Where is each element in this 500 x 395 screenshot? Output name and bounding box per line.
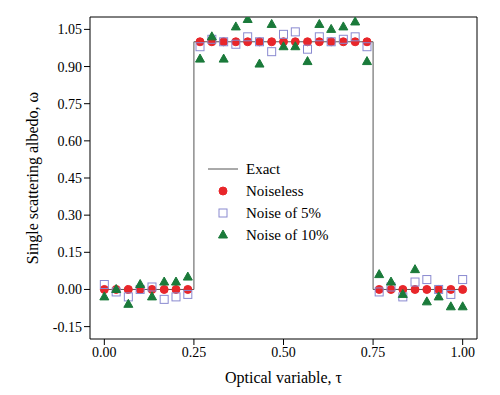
svg-text:Single scattering albedo, ω: Single scattering albedo, ω bbox=[24, 92, 42, 264]
svg-text:0.50: 0.50 bbox=[271, 345, 296, 360]
svg-text:0.45: 0.45 bbox=[58, 171, 83, 186]
svg-text:0.00: 0.00 bbox=[58, 282, 83, 297]
svg-text:0.75: 0.75 bbox=[58, 97, 83, 112]
html-text:Noise of 5%: Noise of 5% bbox=[246, 204, 321, 221]
svg-text:0.25: 0.25 bbox=[182, 345, 207, 360]
svg-text:0.15: 0.15 bbox=[58, 245, 83, 260]
svg-text:0.60: 0.60 bbox=[58, 134, 83, 149]
svg-text:0.00: 0.00 bbox=[92, 345, 117, 360]
svg-text:-0.15: -0.15 bbox=[53, 320, 82, 335]
html-text:Noise of 10%: Noise of 10% bbox=[246, 226, 329, 243]
svg-text:0.75: 0.75 bbox=[361, 345, 386, 360]
svg-text:0.90: 0.90 bbox=[58, 60, 83, 75]
svg-text:Optical variable, τ: Optical variable, τ bbox=[225, 369, 343, 387]
svg-text:1.05: 1.05 bbox=[58, 22, 83, 37]
svg-text:1.00: 1.00 bbox=[450, 345, 475, 360]
html-text:Exact: Exact bbox=[246, 160, 281, 177]
svg-text:0.30: 0.30 bbox=[58, 208, 83, 223]
html-text:Noiseless: Noiseless bbox=[246, 182, 304, 199]
